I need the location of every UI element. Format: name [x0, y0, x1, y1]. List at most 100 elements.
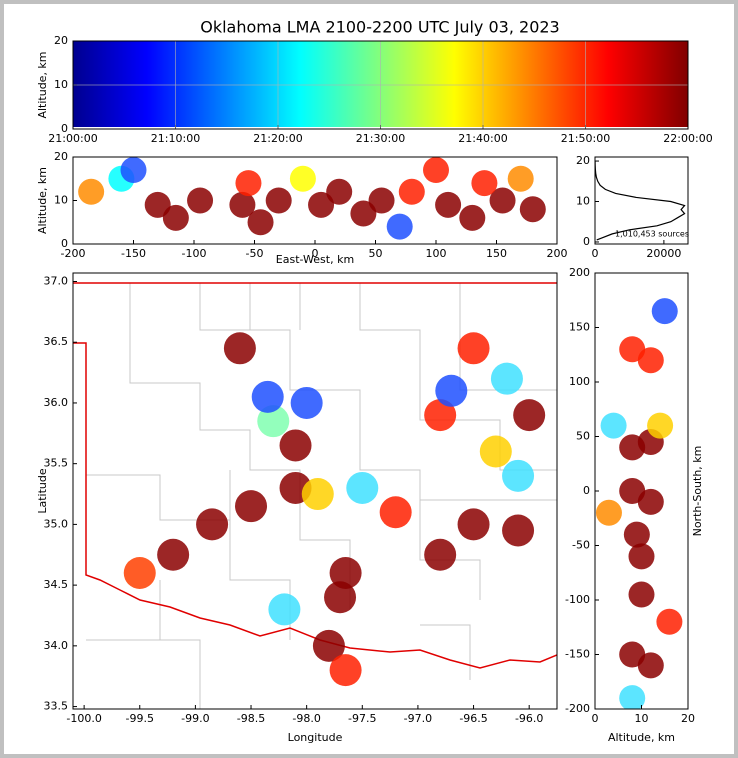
source-cluster: [251, 380, 284, 413]
y-tick-label: 10: [576, 195, 590, 208]
source-cluster: [289, 165, 316, 192]
x-tick-label: 0: [592, 247, 599, 260]
source-cluster: [623, 521, 650, 548]
x-tick-label: -150: [121, 247, 146, 260]
plot-area: [595, 298, 683, 709]
y-tick-label: 35.5: [44, 457, 69, 470]
source-cluster: [162, 204, 189, 231]
x-axis-label: Altitude, km: [608, 731, 675, 744]
y-tick-label: 10: [54, 78, 68, 91]
x-tick-label: -97.5: [348, 712, 376, 725]
x-tick-label: 21:30:00: [356, 132, 405, 145]
y-tick-label: -150: [565, 648, 590, 661]
y-axis-label: Latitude: [36, 468, 49, 514]
source-cluster: [157, 538, 190, 571]
x-tick-label: -98.5: [237, 712, 265, 725]
source-cluster: [637, 488, 664, 515]
source-cluster: [196, 508, 229, 541]
axes-frame: [594, 272, 689, 710]
source-cluster: [187, 187, 214, 214]
source-cluster: [235, 490, 268, 523]
source-cluster: [471, 170, 498, 197]
x-axis-label: East-West, km: [276, 253, 354, 266]
source-cluster: [265, 187, 292, 214]
x-tick-label: -100.0: [66, 712, 101, 725]
source-cluster: [268, 593, 301, 626]
y-tick-label: 36.5: [44, 335, 69, 348]
source-cluster: [312, 629, 345, 662]
source-cluster: [651, 298, 678, 325]
x-tick-label: -100: [182, 247, 207, 260]
y-axis-label: Altitude, km: [36, 167, 49, 234]
source-cluster: [647, 412, 674, 439]
axes-frame: [72, 156, 558, 245]
source-cluster: [229, 191, 256, 218]
x-tick-label: -96.5: [459, 712, 487, 725]
y-tick-label: 37.0: [44, 275, 69, 288]
x-tick-label: 200: [547, 247, 568, 260]
source-cluster: [457, 508, 490, 541]
x-tick-label: -99.0: [181, 712, 209, 725]
y-tick-label: 20: [54, 34, 68, 47]
source-cluster: [423, 157, 449, 184]
x-tick-label: -50: [246, 247, 264, 260]
x-tick-label: -96.0: [515, 712, 543, 725]
source-cluster: [144, 191, 171, 218]
x-tick-label: -200: [61, 247, 86, 260]
x-tick-label: 50: [369, 247, 383, 260]
source-cluster: [507, 165, 534, 192]
y-tick-label: 100: [569, 375, 590, 388]
source-cluster: [424, 399, 457, 432]
x-tick-label: 150: [486, 247, 507, 260]
chart-title: Oklahoma LMA 2100-2200 UTC July 03, 2023: [200, 18, 559, 37]
source-cluster: [489, 187, 516, 214]
x-tick-label: 20000: [646, 247, 681, 260]
source-cluster: [619, 685, 646, 709]
source-cluster: [637, 347, 664, 374]
y-tick-label: 20: [576, 154, 590, 167]
x-tick-label: 21:10:00: [151, 132, 200, 145]
source-cluster: [123, 556, 156, 589]
x-tick-label: -99.5: [126, 712, 154, 725]
x-tick-label: 22:00:00: [663, 132, 712, 145]
source-cluster: [424, 538, 457, 571]
source-cluster: [120, 157, 147, 184]
source-cluster: [78, 178, 105, 205]
source-cluster: [519, 196, 546, 223]
y-axis-label: Altitude, km: [36, 51, 49, 118]
x-tick-label: 21:40:00: [458, 132, 507, 145]
source-cluster: [235, 170, 262, 197]
plot-area: [123, 332, 546, 687]
source-cluster: [329, 654, 362, 687]
x-tick-label: -98.0: [292, 712, 320, 725]
y-tick-label: 0: [583, 235, 590, 248]
source-cluster: [490, 362, 523, 395]
source-cluster: [257, 405, 290, 438]
x-axis-label: Longitude: [288, 731, 343, 744]
x-tick-label: 21:50:00: [561, 132, 610, 145]
x-tick-label: 100: [426, 247, 447, 260]
source-cluster: [350, 200, 377, 227]
x-tick-label: 21:20:00: [253, 132, 302, 145]
y-tick-label: -100: [565, 593, 590, 606]
map-lines: [73, 282, 557, 709]
axes-frame: [72, 272, 558, 710]
source-cluster: [290, 386, 323, 419]
source-cluster: [301, 478, 334, 511]
source-cluster: [247, 209, 274, 236]
y-tick-label: 33.5: [44, 700, 69, 713]
y-tick-label: 0: [61, 122, 68, 135]
source-cluster: [326, 178, 353, 205]
x-tick-label: 0: [592, 712, 599, 725]
y-tick-label: 34.0: [44, 639, 69, 652]
y-axis-label: North-South, km: [691, 446, 704, 537]
source-cluster: [637, 652, 664, 679]
x-tick-label: 10: [635, 712, 649, 725]
y-tick-label: 0: [61, 237, 68, 250]
altitude-histogram: [595, 161, 686, 241]
source-cluster: [457, 332, 490, 365]
y-tick-label: -200: [565, 702, 590, 715]
plot-area: [78, 157, 546, 240]
annotation: 1,010,453 sources: [615, 230, 689, 239]
source-cluster: [435, 374, 468, 407]
